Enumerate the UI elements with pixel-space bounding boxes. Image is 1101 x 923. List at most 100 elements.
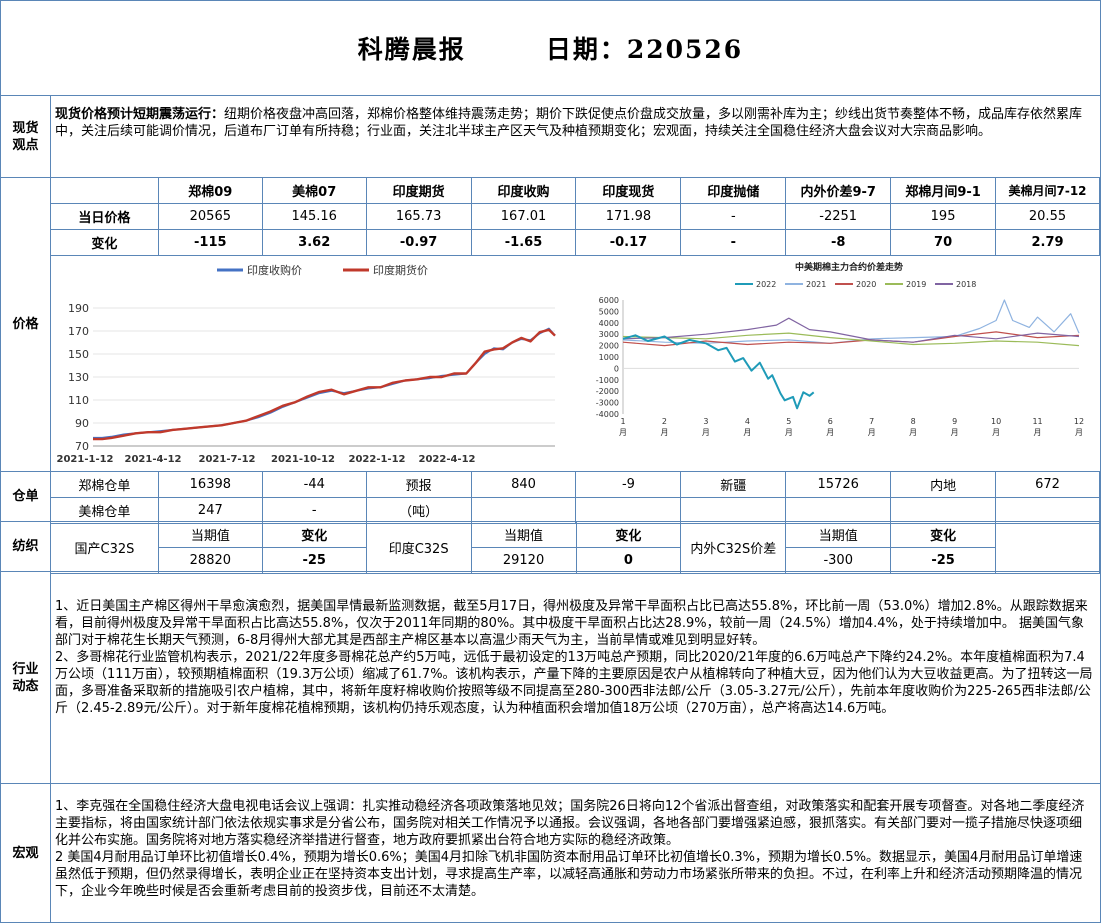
y-tick-label: 5000 [599,307,619,316]
price-change-row: 变化 -115 3.62 -0.97 -1.65 -0.17 - -8 70 2… [50,229,1100,256]
yarn-india-label: 印度C32S [365,521,472,574]
x-tick-unit: 月 [1034,428,1042,437]
yarn-india-value: 29120 [470,547,577,574]
x-tick-label: 2022-1-12 [348,454,405,465]
y-tick-label: 2000 [599,342,619,351]
price-today-row: 当日价格 20565 145.16 165.73 167.01 171.98 -… [50,203,1100,230]
warehouse-section: 仓单 郑棉仓单 16398 -44 预报 840 -9 新疆 15726 内地 … [1,471,1100,524]
warehouse-cell: 247 [157,497,263,524]
macro-text: 1、李克强在全国稳住经济大盘电视电话会议上强调：扎实推动稳经济各项政策落地见效；… [55,798,1094,900]
price-change-cell: 2.79 [995,229,1100,256]
yarn-value-row: 28820 -25 29120 0 -300 -25 [51,547,1100,574]
price-today-cell: -2251 [785,203,892,230]
y-tick-label: 3000 [599,330,619,339]
macro-section: 宏观 1、李克强在全国稳住经济大盘电视电话会议上强调：扎实推动稳经济各项政策落地… [1,784,1100,922]
warehouse-cell: 美棉仓单 [50,497,159,524]
price-header-cell: 印度现货 [575,177,682,204]
price-label: 价格 [1,178,51,471]
y-tick-label: 1000 [599,353,619,362]
yarn-spread-change: -25 [890,547,997,574]
warehouse-cell: - [261,497,367,524]
spot-view-label: 现货 观点 [1,96,51,177]
warehouse-row-1: 郑棉仓单 16398 -44 预报 840 -9 新疆 15726 内地 672 [50,471,1100,498]
warehouse-cell: （吨） [365,497,472,524]
y-tick-label: 190 [68,302,89,315]
macro-paragraph-2: 2 美国4月耐用品订单环比初值增长0.4%，预期为增长0.6%；美国4月扣除飞机… [55,850,1083,899]
industry-section: 行业 动态 1、近日美国主产棉区得州干旱愈演愈烈，据美国旱情最新监测数据，截至5… [1,572,1100,784]
price-section: 价格 郑棉09 美棉07 印度期货 印度收购 印度现货 印度抛储 内外价差9-7… [1,177,1100,472]
warehouse-row-2: 美棉仓单 247 - （吨） [50,497,1100,524]
price-header-cell: 印度抛储 [680,177,787,204]
warehouse-cell [575,497,682,524]
chart-title: 中美期棉主力合约价差走势 [795,261,903,273]
price-change-cell: -0.17 [575,229,682,256]
y-tick-label: 130 [68,371,89,384]
x-tick-unit: 月 [909,428,917,437]
yarn-label: 纺织 [1,522,51,571]
price-header-cell: 印度收购 [470,177,577,204]
yarn-header-current: 当期值 [785,521,892,548]
warehouse-table: 郑棉仓单 16398 -44 预报 840 -9 新疆 15726 内地 672… [50,471,1100,524]
x-tick-label: 2021-1-12 [57,454,114,465]
x-tick-unit: 月 [1075,428,1083,437]
x-tick-label: 8 [911,417,916,426]
x-tick-unit: 月 [743,428,751,437]
yarn-header-current: 当期值 [157,521,263,548]
warehouse-cell: 新疆 [680,471,787,498]
yarn-domestic-value: 28820 [157,547,263,574]
yarn-domestic-label: 国产C32S [50,521,159,574]
price-today-cell: 195 [890,203,997,230]
yarn-empty-cell [995,521,1100,574]
x-tick-label: 5 [786,417,791,426]
price-change-cell: -0.97 [365,229,472,256]
price-today-label: 当日价格 [50,203,159,230]
price-change-cell: -8 [785,229,892,256]
x-tick-label: 10 [991,417,1001,426]
legend-label: 印度期货价 [373,263,428,277]
price-header-cell: 郑棉月间9-1 [890,177,997,204]
legend-label: 2022 [756,280,776,289]
report-title: 科腾晨报 [357,35,466,64]
x-tick-label: 2022-4-12 [418,454,475,465]
warehouse-cell: 郑棉仓单 [50,471,159,498]
x-tick-label: 6 [828,417,833,426]
x-tick-unit: 月 [660,428,668,437]
industry-text: 1、近日美国主产棉区得州干旱愈演愈烈，据美国旱情最新监测数据，截至5月17日，得… [55,598,1094,717]
warehouse-cell [680,497,787,524]
x-tick-label: 12 [1074,417,1084,426]
y-tick-label: 170 [68,325,89,338]
report-date: 日期：220526 [545,35,744,64]
x-tick-label: 2021-4-12 [124,454,181,465]
warehouse-cell: 672 [995,471,1100,498]
x-tick-unit: 月 [868,428,876,437]
price-change-cell: - [680,229,787,256]
price-header-cell: 郑棉09 [157,177,263,204]
price-header-cell: 美棉07 [261,177,367,204]
legend-label: 2020 [856,280,876,289]
price-today-cell: 20565 [157,203,263,230]
y-tick-label: 90 [75,417,89,430]
x-tick-label: 11 [1032,417,1042,426]
yarn-spread-value: -300 [785,547,892,574]
price-change-cell: 70 [890,229,997,256]
yarn-header-row: 国产C32S 当期值 变化 印度C32S 当期值 变化 内外C32S价差 当期值… [50,521,1100,574]
warehouse-label: 仓单 [1,472,51,521]
y-tick-label: 110 [68,394,89,407]
yarn-section: 纺织 国产C32S 当期值 变化 印度C32S 当期值 变化 内外C32S价差 … [1,521,1100,574]
legend-label: 2021 [806,280,826,289]
warehouse-cell: 15726 [785,471,892,498]
yarn-india-change: 0 [575,547,682,574]
spot-view-body: 纽期价格夜盘冲高回落，郑棉价格整体维持震荡走势；期价下跌促使点价盘成交放量，多以… [55,107,1083,139]
yarn-header-change: 变化 [575,521,682,548]
x-tick-label: 2021-7-12 [198,454,255,465]
price-change-label: 变化 [50,229,159,256]
warehouse-cell: 内地 [890,471,997,498]
warehouse-cell [995,497,1100,524]
industry-label: 行业 动态 [1,572,51,783]
macro-paragraph-1: 1、李克强在全国稳住经济大盘电视电话会议上强调：扎实推动稳经济各项政策落地见效；… [55,799,1085,848]
price-change-cell: -1.65 [470,229,577,256]
price-today-cell: 20.55 [995,203,1100,230]
warehouse-cell: 840 [470,471,577,498]
macro-label: 宏观 [1,784,51,922]
